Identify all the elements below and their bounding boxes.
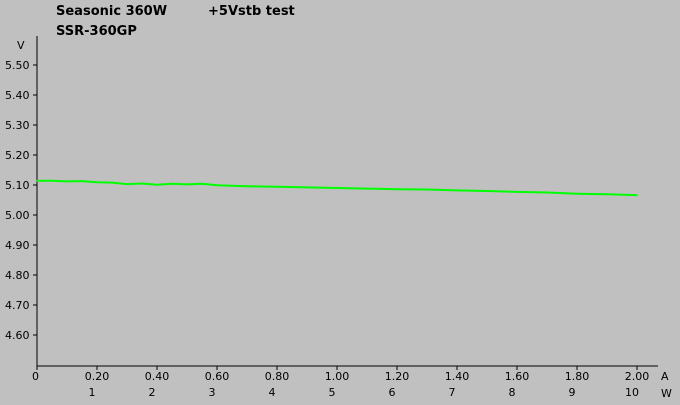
series-point [81, 180, 83, 182]
y-tick-label: 5.30 [5, 119, 30, 132]
series-point [276, 186, 278, 188]
series-point [246, 185, 248, 187]
series-layer [36, 179, 638, 197]
x-tick-label: 0.20 [85, 370, 110, 383]
series-point [156, 183, 158, 186]
series-point [516, 191, 518, 193]
x2-tick-label: 10 [625, 386, 639, 399]
ticks: 4.60 4.70 4.80 4.90 5.00 5.10 5.20 5.30 5.40 5.50… [5, 59, 649, 399]
x-tick-label: 0.40 [145, 370, 170, 383]
series-point [66, 180, 68, 183]
series-point [111, 181, 113, 184]
x2-tick-label: 9 [569, 386, 576, 399]
series-point [216, 184, 218, 187]
series-point [36, 180, 38, 182]
y-tick-label: 5.00 [5, 209, 30, 222]
x-tick-label: 0 [32, 370, 39, 383]
series-point [186, 183, 188, 186]
y-tick-label: 5.10 [5, 179, 30, 192]
x2-tick-label: 6 [389, 386, 396, 399]
model-title: Seasonic 360W [56, 4, 168, 19]
y-tick-label: 5.20 [5, 149, 30, 162]
x-tick-label: 1.20 [385, 370, 410, 383]
series-point [486, 190, 488, 192]
y-tick-label: 4.90 [5, 239, 30, 252]
series-point [606, 193, 608, 196]
x2-tick-label: 3 [209, 386, 216, 399]
part-number: SSR-360GP [56, 24, 137, 39]
series-point [576, 192, 578, 195]
x-tick-label: 1.80 [565, 370, 590, 383]
series-point [366, 187, 368, 190]
y-tick-label: 4.80 [5, 269, 30, 282]
x-tick-label: 1.40 [445, 370, 470, 383]
x2-tick-label: 2 [149, 386, 156, 399]
x-tick-label: 1.00 [325, 370, 350, 383]
series-point [306, 186, 308, 189]
series-point [546, 191, 548, 194]
y-tick-label: 4.60 [5, 329, 30, 342]
series-point [336, 187, 338, 189]
y-axis-unit-label: V [17, 39, 25, 52]
x-tick-label: 0.80 [265, 370, 290, 383]
x-tick-label: 2.00 [625, 370, 650, 383]
x-tick-label: 0.60 [205, 370, 230, 383]
y-tick-label: 5.40 [5, 89, 30, 102]
test-title: +5Vstb test [208, 4, 295, 19]
series-point [51, 180, 53, 182]
x-axis-unit-label: A [661, 370, 669, 383]
x-tick-label: 1.60 [505, 370, 530, 383]
series-point [426, 188, 428, 191]
x2-axis-unit-label: W [661, 387, 672, 400]
series-point [126, 183, 128, 185]
axes: V AW [17, 36, 672, 400]
y-tick-label: 4.70 [5, 299, 30, 312]
x2-tick-label: 4 [269, 386, 276, 399]
series-point [456, 189, 458, 192]
series-point [396, 188, 398, 190]
x2-tick-label: 1 [89, 386, 96, 399]
series-point [96, 181, 98, 184]
series-point [201, 183, 203, 185]
x2-tick-label: 7 [449, 386, 456, 399]
series-point [141, 182, 143, 185]
series-point [636, 194, 638, 196]
y-tick-label: 5.50 [5, 59, 30, 72]
x2-tick-label: 8 [509, 386, 516, 399]
x2-tick-label: 5 [329, 386, 336, 399]
series-point [171, 183, 173, 185]
